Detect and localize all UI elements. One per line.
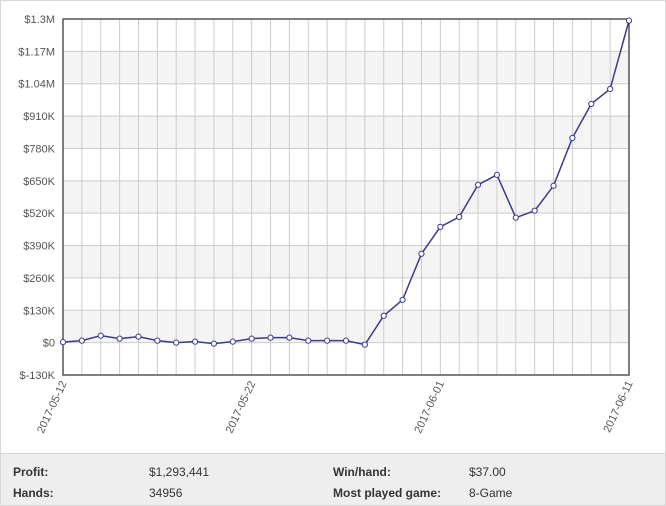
point [437, 223, 444, 230]
stat-label: Profit: [13, 465, 49, 479]
y-tick-label: $0 [43, 338, 55, 350]
y-tick-label: $1.3M [24, 14, 55, 26]
y-tick-label: $-130K [20, 370, 56, 382]
stat-value: $1,293,441 [149, 465, 210, 479]
x-tick-label: 2017-06-01 [412, 379, 447, 435]
x-tick-label: 2017-05-22 [224, 379, 259, 435]
point [78, 337, 85, 344]
point [342, 337, 350, 344]
point [210, 340, 218, 347]
point [607, 85, 614, 93]
point [135, 333, 142, 340]
point [625, 17, 633, 24]
stat-value: $37.00 [469, 465, 506, 479]
point [248, 335, 255, 342]
stat-label: Win/hand: [333, 465, 391, 479]
point [286, 334, 293, 341]
point [380, 312, 387, 319]
y-tick-label: $910K [23, 111, 55, 123]
point [267, 334, 274, 341]
point [361, 341, 368, 348]
point [154, 337, 161, 344]
stat-value: 34956 [149, 486, 183, 500]
point [173, 339, 180, 346]
point [531, 207, 538, 214]
chart: $-130K $0 $130K $260K $390K $520K $650K $780K $9… [18, 14, 635, 435]
stat-label: Hands: [13, 486, 54, 500]
y-tick-label: $780K [23, 143, 55, 155]
x-tick-label: 2017-05-12 [35, 379, 70, 435]
point [324, 337, 331, 344]
point [191, 338, 199, 345]
stats-panel: Profit: $1,293,441 Win/hand: $37.00 Hands: 34… [1, 453, 665, 505]
point [456, 213, 463, 221]
point [512, 214, 519, 221]
point [97, 332, 104, 339]
point [474, 181, 482, 188]
y-tick-label: $650K [23, 176, 55, 188]
stat-value: 8-Game [469, 486, 513, 500]
point [418, 250, 425, 257]
plot-frame [62, 18, 630, 376]
point [569, 134, 576, 142]
point [493, 171, 501, 178]
y-tick-label: $1.04M [18, 79, 55, 91]
point [59, 339, 67, 346]
point [229, 338, 236, 345]
point [550, 182, 557, 189]
y-tick-label: $130K [23, 305, 55, 317]
y-tick-label: $520K [23, 208, 55, 220]
point [116, 335, 123, 342]
x-tick-label: 2017-06-11 [601, 379, 635, 434]
stat-label: Most played game: [333, 486, 442, 500]
point [588, 100, 595, 107]
y-tick-label: $260K [23, 273, 55, 285]
y-tick-label: $390K [23, 241, 55, 253]
point [399, 296, 406, 303]
point [305, 337, 312, 344]
y-tick-label: $1.17M [18, 46, 55, 58]
